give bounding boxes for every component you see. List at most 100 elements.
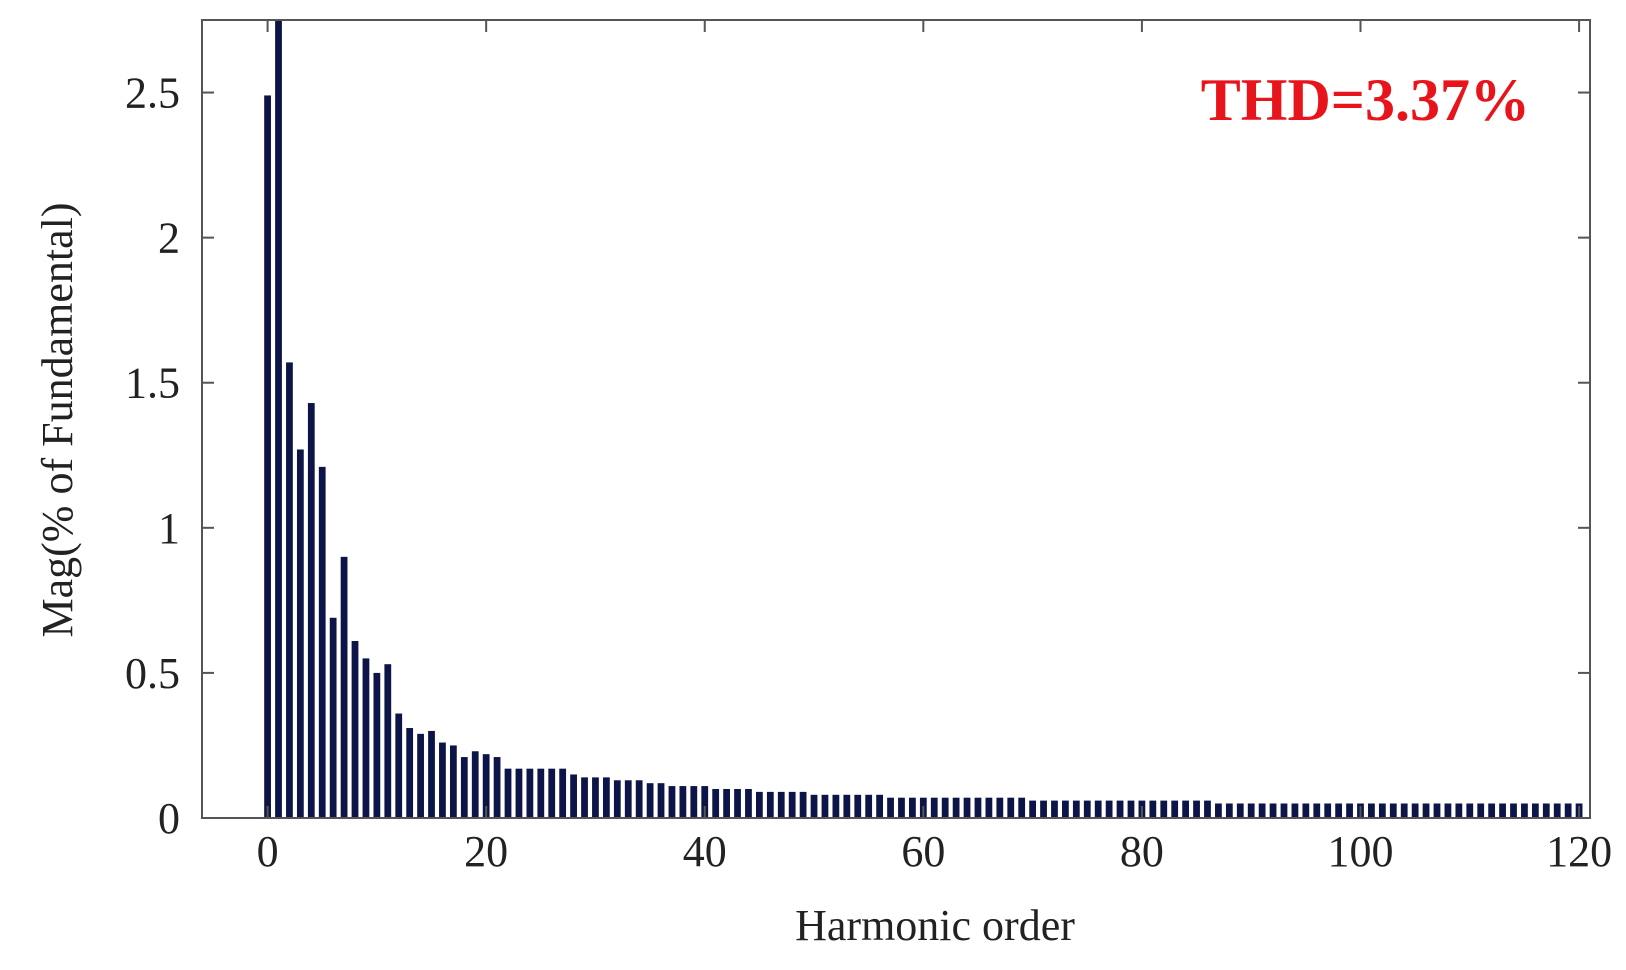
- y-tick-label-1: 1: [158, 504, 180, 553]
- bar-90: [1247, 803, 1255, 818]
- bar-28: [570, 774, 577, 818]
- bar-99: [1346, 803, 1353, 818]
- bar-39: [690, 786, 698, 818]
- x-tick-label-120: 120: [1546, 827, 1612, 876]
- bar-68: [1007, 797, 1015, 818]
- x-tick-label-0: 0: [257, 827, 279, 876]
- bar-57: [887, 797, 894, 818]
- plot-frame: [201, 19, 1591, 819]
- bar-63: [952, 797, 960, 818]
- bar-46: [766, 791, 774, 818]
- bar-103: [1389, 803, 1397, 818]
- bar-10: [373, 672, 381, 818]
- bar-18: [460, 757, 468, 818]
- bar-55: [865, 794, 873, 818]
- y-tick-label-2: 2: [158, 214, 180, 263]
- bar-50: [810, 794, 818, 818]
- bar-52: [832, 794, 840, 818]
- bar-104: [1400, 803, 1408, 818]
- bar-41: [712, 788, 720, 818]
- bar-4: [307, 403, 315, 818]
- bar-110: [1466, 803, 1474, 818]
- y-tick-labels: 0 0.5 1 1.5 2 2.5: [125, 69, 180, 843]
- bar-49: [799, 791, 807, 818]
- bar-40: [701, 786, 709, 818]
- y-tick-label-0: 0: [158, 794, 180, 843]
- bar-82: [1160, 800, 1168, 818]
- y-tick-label-2.5: 2.5: [125, 69, 180, 118]
- bar-101: [1368, 803, 1375, 818]
- y-axis-label: Mag(% of Fundamental): [33, 203, 82, 638]
- x-tick-labels: 0 20 40 60 80 100 120: [257, 827, 1612, 876]
- bar-32: [613, 780, 621, 818]
- thd-annotation: THD=3.37%: [1201, 67, 1530, 133]
- bar-7: [340, 556, 348, 818]
- x-axis-label: Harmonic order: [795, 901, 1075, 950]
- bar-81: [1149, 800, 1157, 818]
- bar-31: [602, 777, 610, 818]
- bar-51: [821, 794, 829, 818]
- bar-53: [843, 794, 851, 818]
- bar-116: [1531, 803, 1539, 818]
- bar-38: [679, 786, 687, 818]
- bar-95: [1302, 803, 1310, 818]
- bar-2: [286, 362, 293, 818]
- bar-109: [1455, 803, 1463, 818]
- bar-11: [384, 664, 392, 818]
- bar-6: [329, 617, 337, 818]
- bar-16: [439, 742, 446, 818]
- bar-87: [1215, 803, 1222, 818]
- bar-66: [985, 797, 993, 818]
- bar-113: [1499, 803, 1506, 818]
- x-tick-label-80: 80: [1120, 827, 1164, 876]
- bar-107: [1433, 803, 1441, 818]
- bar-70: [1029, 800, 1037, 818]
- bar-65: [974, 797, 982, 818]
- bar-23: [515, 768, 523, 818]
- bar-27: [559, 768, 567, 818]
- bars-group: [264, 20, 1583, 818]
- bar-13: [406, 728, 414, 818]
- bar-15: [428, 730, 435, 818]
- y-tick-label-1.5: 1.5: [125, 359, 180, 408]
- bar-33: [624, 780, 632, 818]
- bar-26: [548, 768, 556, 818]
- bar-112: [1488, 803, 1496, 818]
- bar-36: [657, 783, 665, 818]
- bar-48: [788, 791, 796, 818]
- bar-94: [1291, 803, 1299, 818]
- bar-83: [1171, 800, 1179, 818]
- bar-21: [493, 757, 501, 818]
- bar-64: [963, 797, 971, 818]
- bar-115: [1521, 803, 1528, 818]
- bar-72: [1051, 800, 1058, 818]
- bar-43: [734, 788, 741, 818]
- bar-29: [581, 777, 588, 818]
- bar-108: [1444, 803, 1452, 818]
- bar-111: [1477, 803, 1485, 818]
- bar-9: [362, 658, 370, 818]
- bar-42: [723, 788, 730, 818]
- bar-91: [1258, 803, 1266, 818]
- bar-37: [668, 786, 676, 818]
- bar-34: [635, 780, 643, 818]
- bar-119: [1564, 803, 1572, 818]
- bar-74: [1072, 800, 1080, 818]
- bar-61: [930, 797, 938, 818]
- bar-62: [941, 797, 949, 818]
- bar-30: [592, 777, 599, 818]
- bar-84: [1182, 800, 1190, 818]
- bar-85: [1193, 800, 1200, 818]
- bar-0: [264, 95, 271, 818]
- bar-79: [1127, 800, 1135, 818]
- y-tick-label-0.5: 0.5: [125, 649, 180, 698]
- bar-3: [296, 449, 304, 818]
- bar-77: [1105, 800, 1113, 818]
- bar-118: [1553, 803, 1561, 818]
- bar-54: [854, 794, 862, 818]
- bar-20: [482, 754, 490, 818]
- bar-105: [1411, 803, 1419, 818]
- bar-76: [1094, 800, 1102, 818]
- bar-24: [526, 768, 534, 818]
- bar-35: [646, 783, 654, 818]
